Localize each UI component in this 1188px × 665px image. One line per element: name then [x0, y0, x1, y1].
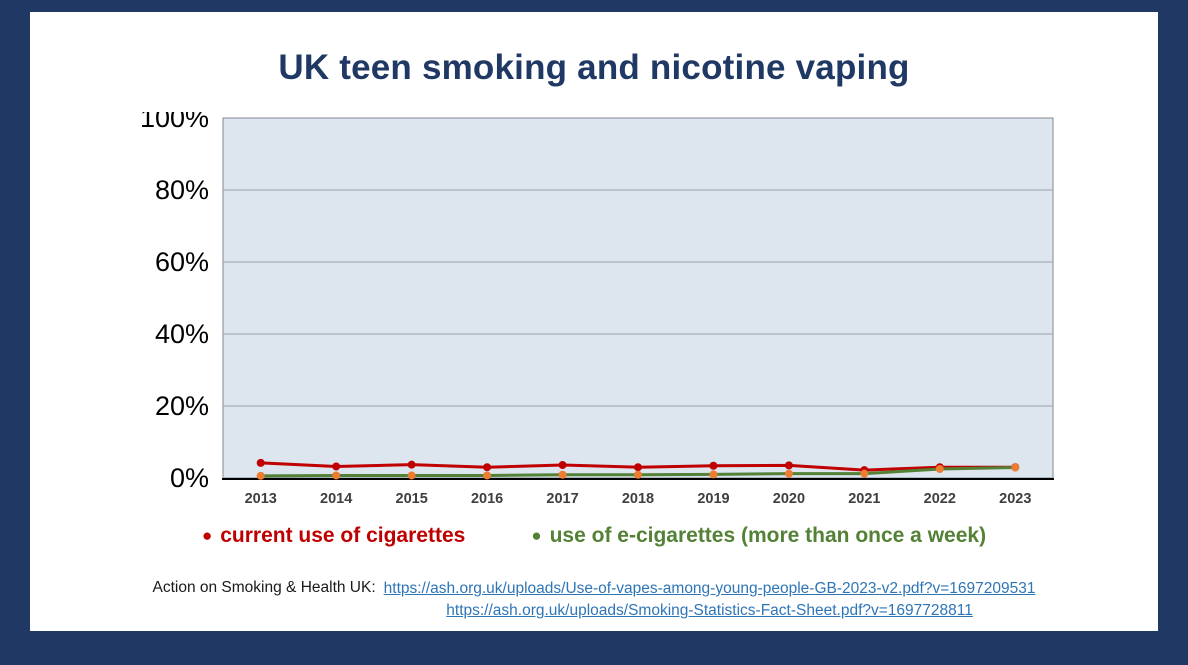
legend-item-ecigarettes: ● use of e-cigarettes (more than once a w…	[531, 524, 986, 548]
chart-legend: ● current use of cigarettes ● use of e-cig…	[30, 524, 1158, 548]
legend-item-cigarettes: ● current use of cigarettes	[202, 524, 465, 548]
svg-text:2023: 2023	[999, 491, 1031, 507]
footer-links: https://ash.org.uk/uploads/Use-of-vapes-…	[384, 578, 1036, 623]
red-dot-icon: ●	[201, 526, 213, 545]
source-footer: Action on Smoking & Health UK: https://a…	[30, 578, 1158, 623]
svg-text:2017: 2017	[546, 491, 578, 507]
svg-text:100%: 100%	[140, 112, 209, 133]
source-link-vapes-report[interactable]: https://ash.org.uk/uploads/Use-of-vapes-…	[383, 580, 1036, 597]
footer-source-label: Action on Smoking & Health UK:	[152, 579, 376, 596]
legend-label-cigarettes: current use of cigarettes	[220, 524, 466, 547]
svg-text:2016: 2016	[471, 491, 503, 507]
svg-text:2021: 2021	[848, 491, 880, 507]
svg-text:20%: 20%	[155, 391, 209, 421]
line-chart-svg: 0% 20% 40% 60% 80% 100% 2013 2014 2015 2016 2017 20…	[140, 112, 1054, 507]
source-link-smoking-factsheet[interactable]: https://ash.org.uk/uploads/Smoking-Stati…	[446, 602, 973, 620]
svg-text:2018: 2018	[622, 491, 654, 507]
svg-text:2015: 2015	[396, 491, 428, 507]
svg-text:0%: 0%	[170, 463, 209, 493]
green-dot-icon: ●	[531, 526, 542, 545]
svg-text:80%: 80%	[155, 175, 209, 205]
slide: UK teen smoking and nicotine vaping 0% 20…	[30, 12, 1158, 631]
legend-label-ecigarettes: use of e-cigarettes (more than once a we…	[549, 524, 987, 547]
svg-text:2022: 2022	[924, 491, 956, 507]
svg-text:2014: 2014	[320, 491, 352, 507]
svg-text:40%: 40%	[155, 319, 209, 349]
svg-text:2020: 2020	[773, 491, 805, 507]
page-title: UK teen smoking and nicotine vaping	[278, 48, 910, 87]
svg-text:60%: 60%	[155, 247, 209, 277]
svg-text:2013: 2013	[245, 491, 277, 507]
svg-text:2019: 2019	[697, 491, 729, 507]
line-chart: 0% 20% 40% 60% 80% 100% 2013 2014 2015 2016 2017 20…	[128, 112, 1068, 516]
